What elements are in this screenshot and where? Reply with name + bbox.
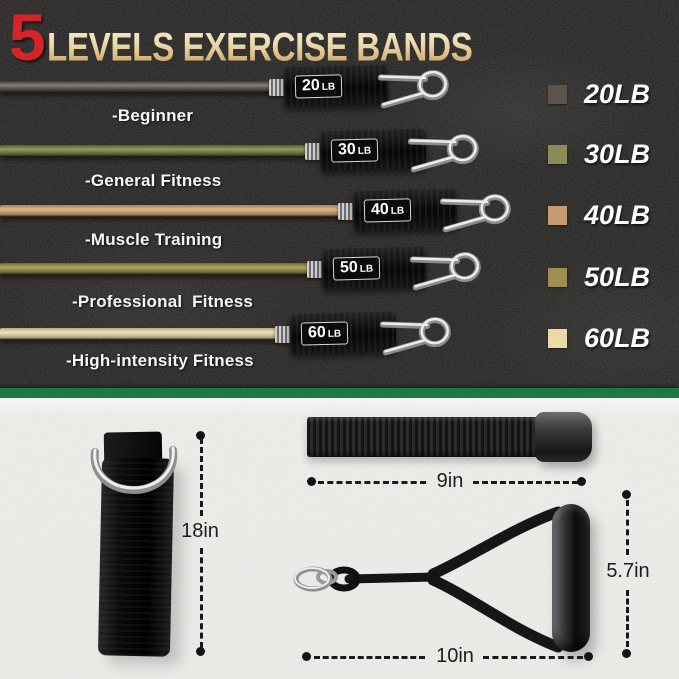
bands-showcase-section: 5 LEVELS EXERCISE BANDS 20 LB -Beginner [0,0,679,389]
band-ferrule [305,143,322,160]
dimension-dot [622,490,631,499]
band-level-label: -General Fitness [85,171,222,190]
carabiner-icon [409,252,481,291]
legend-item-50lb: 50LB [548,262,650,293]
weight-unit: LB [357,145,372,157]
legend-item-30lb: 30LB [548,139,650,170]
weight-unit: LB [390,205,405,217]
d-ring-icon [90,446,178,495]
weight-tag: 60 LB [300,321,349,346]
color-swatch [548,145,567,164]
handle-straps [293,506,564,653]
dimension-line [626,590,629,647]
weight-tag: 20 LB [294,74,343,99]
weight-unit: LB [327,328,342,340]
band-level-label: -High-intensity Fitness [66,351,254,370]
resistance-band-tube [0,205,340,217]
band-level-label: -Muscle Training [85,230,223,249]
band-ferrule [338,203,355,220]
band-ferrule [269,79,286,96]
dimension-line [318,481,426,484]
legend-item-40lb: 40LB [548,200,650,231]
dimension-line [626,500,629,555]
resistance-band-tube [0,81,272,93]
title-number: 5 [9,0,46,74]
dimension-dot [196,647,205,656]
carabiner-icon [377,70,449,109]
weight-unit: LB [321,81,336,93]
legend-label: 30LB [584,139,651,169]
weight-value: 40 [370,200,389,219]
page-title: LEVELS EXERCISE BANDS [47,24,473,70]
dimension-dot [302,652,311,661]
legend-label: 50LB [584,262,651,292]
dimension-dot [307,477,316,486]
legend-item-20lb: 20LB [548,79,650,110]
resistance-band-tube [0,328,276,340]
weight-unit: LB [359,263,374,275]
carabiner-icon [439,194,511,233]
band-sleeve: 20 LB [283,64,389,108]
dimension-line [314,656,425,659]
door-anchor-foam [535,412,592,462]
dimension-dot [584,652,593,661]
handle-height-dimension: 5.7in [606,560,650,582]
dimension-line [200,548,203,648]
band-level-label: -Beginner [112,106,194,125]
weight-tag: 30 LB [330,138,379,163]
band-ferrule [307,261,324,278]
door-anchor-dimension: 9in [436,470,464,492]
ankle-strap-dimension: 18in [181,520,219,542]
dimension-line [483,656,583,659]
weight-value: 50 [339,258,358,277]
resistance-band-tube [0,263,308,275]
color-swatch [548,268,567,287]
weight-value: 30 [337,140,356,159]
dimension-dot [622,649,631,658]
color-swatch [548,206,567,225]
color-swatch [548,329,567,348]
dimension-dot [577,477,586,486]
handle-width-dimension: 10in [436,645,474,667]
weight-value: 60 [307,323,326,342]
resistance-band-tube [0,145,306,157]
dimension-line [473,481,578,484]
divider-stripe [0,388,679,398]
band-sleeve: 40 LB [352,188,458,232]
door-anchor-strap [307,417,538,457]
band-level-label: -Professional Fitness [72,292,254,311]
band-sleeve: 30 LB [319,128,427,172]
legend-label: 40LB [584,200,651,230]
weight-tag: 50 LB [332,256,381,281]
band-sleeve: 50 LB [321,246,427,290]
weight-tag: 40 LB [363,198,412,223]
legend-label: 20LB [584,79,651,109]
handle-grip [552,504,590,652]
weight-value: 20 [301,76,320,95]
carabiner-icon [407,134,479,173]
legend-item-60lb: 60LB [548,323,650,354]
band-ferrule [275,326,292,343]
legend-label: 60LB [584,323,651,353]
accessories-section: 18in 9in 5.7in 10in [0,398,679,679]
dimension-dot [196,431,205,440]
band-sleeve: 60 LB [289,311,397,355]
color-swatch [548,85,567,104]
dimension-line [200,438,203,516]
carabiner-icon [379,317,451,356]
